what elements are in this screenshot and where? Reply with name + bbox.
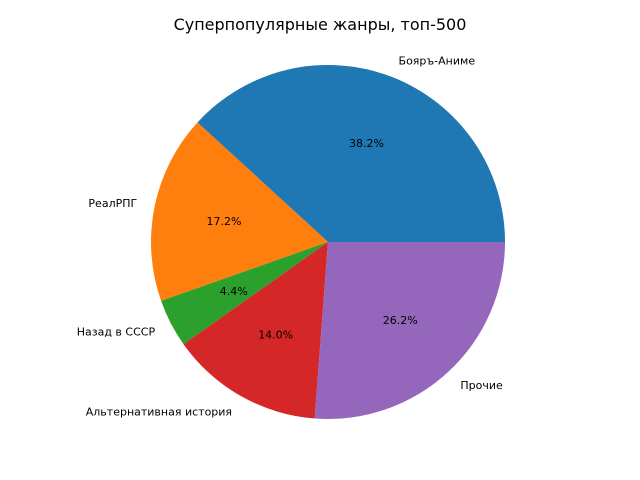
slice-percent-label: 14.0% [258, 328, 293, 341]
chart-title: Суперпопулярные жанры, топ-500 [174, 15, 467, 34]
slice-category-label: Прочие [460, 379, 503, 392]
slice-percent-label: 17.2% [206, 215, 241, 228]
slice-category-label: Бояръ-Аниме [399, 55, 476, 68]
pie-slice-4 [183, 242, 328, 419]
pie-slice-3 [161, 242, 328, 345]
slice-category-label: РеалРПГ [88, 197, 137, 210]
pie-slice-1 [197, 64, 505, 242]
slice-percent-label: 4.4% [220, 285, 248, 298]
pie-slice-2 [151, 122, 328, 301]
slice-percent-label: 26.2% [383, 314, 418, 327]
pie-labels: 38.2% Бояръ-Аниме 17.2% РеалРПГ 4.4% Назад в … [77, 55, 503, 419]
slice-category-label: Альтернативная история [86, 405, 232, 418]
slice-percent-label: 38.2% [349, 137, 384, 150]
pie-slices [151, 64, 505, 420]
slice-category-label: Назад в СССР [77, 325, 156, 338]
pie-slice-5 [314, 242, 505, 420]
